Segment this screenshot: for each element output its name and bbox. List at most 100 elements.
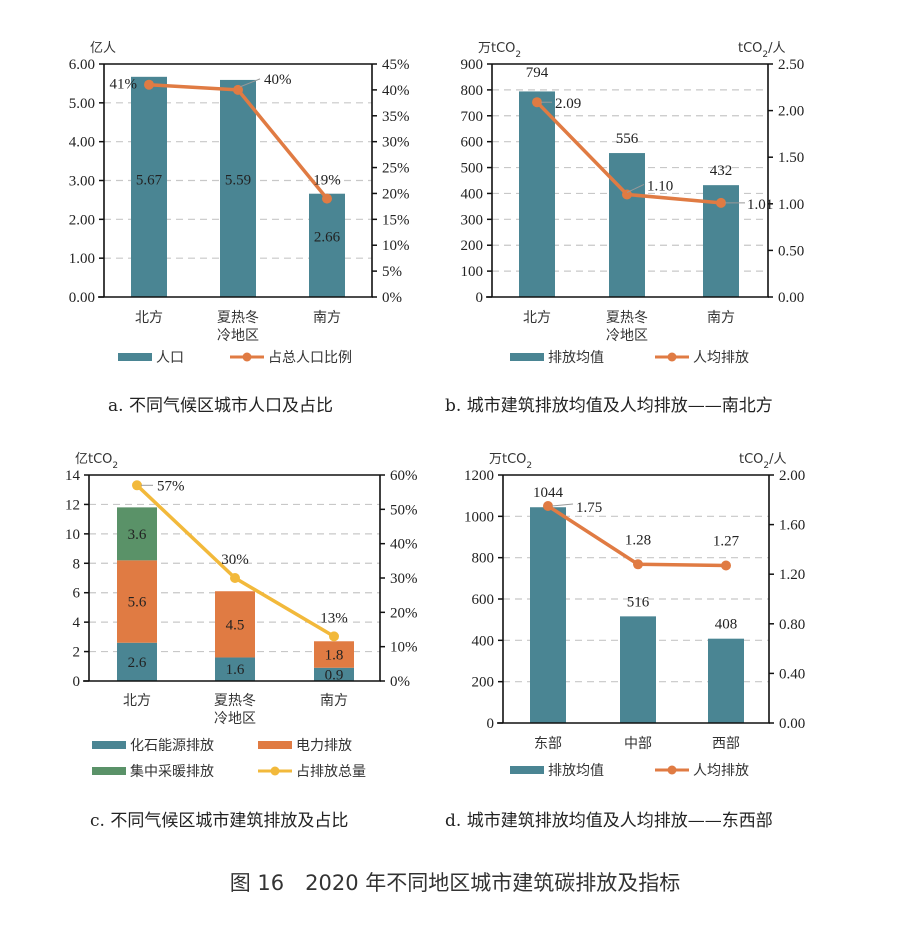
legend-marker bbox=[668, 766, 677, 775]
bar-label: 1044 bbox=[533, 485, 564, 501]
category-label: 夏热冬 bbox=[606, 310, 648, 326]
bar bbox=[708, 639, 744, 723]
right-tick-label: 10% bbox=[390, 640, 418, 656]
right-tick-label: 0.80 bbox=[779, 617, 805, 633]
left-tick-label: 1.00 bbox=[69, 251, 95, 267]
right-tick-label: 60% bbox=[390, 468, 418, 484]
right-tick-label: 1.00 bbox=[778, 197, 804, 213]
right-tick-label: 15% bbox=[382, 212, 410, 228]
line-label: 2.09 bbox=[555, 96, 581, 112]
category-label: 西部 bbox=[712, 736, 740, 752]
category-label: 中部 bbox=[624, 736, 652, 752]
line-point bbox=[144, 80, 154, 90]
chart-d: 0 200 400 600 800 1000 1200 0.00 0.40 0.80 1.20 1.6… bbox=[445, 452, 805, 831]
line-label: 1.75 bbox=[576, 500, 602, 516]
bar-label: 5.59 bbox=[225, 173, 251, 189]
legend-label: 电力排放 bbox=[296, 738, 352, 754]
chart-caption: a. 不同气候区城市人口及占比 bbox=[108, 396, 333, 416]
left-tick-label: 4 bbox=[73, 615, 81, 631]
legend-label: 人均排放 bbox=[693, 763, 749, 779]
bar-label: 432 bbox=[710, 163, 733, 179]
legend-swatch bbox=[118, 353, 152, 361]
right-tick-label: 20% bbox=[382, 186, 410, 202]
left-tick-label: 0 bbox=[73, 674, 81, 690]
legend-swatch bbox=[510, 766, 544, 774]
line-label: 1.10 bbox=[647, 178, 673, 194]
leader-line bbox=[552, 504, 573, 506]
line-label: 13% bbox=[320, 610, 348, 626]
right-tick-label: 0.40 bbox=[779, 666, 805, 682]
right-tick-label: 30% bbox=[390, 571, 418, 587]
left-tick-label: 2 bbox=[73, 645, 81, 661]
data-label: 2.6 bbox=[128, 655, 147, 671]
left-tick-label: 0 bbox=[476, 290, 484, 306]
left-tick-label: 12 bbox=[65, 497, 80, 513]
left-tick-label: 5.00 bbox=[69, 96, 95, 112]
chart-a: 0.00 1.00 2.00 3.00 4.00 5.00 6.00 0% 5% 10% 15% 20… bbox=[69, 41, 410, 416]
left-tick-label: 100 bbox=[461, 264, 484, 280]
legend-label: 化石能源排放 bbox=[130, 738, 214, 754]
right-tick-label: 25% bbox=[382, 161, 410, 177]
line-point bbox=[132, 480, 142, 490]
legend-label: 占排放总量 bbox=[296, 764, 366, 780]
left-tick-label: 200 bbox=[472, 675, 495, 691]
left-tick-label: 400 bbox=[472, 633, 495, 649]
legend-marker bbox=[271, 767, 280, 776]
legend-label: 占总人口比例 bbox=[268, 350, 352, 366]
left-tick-label: 900 bbox=[461, 57, 484, 73]
data-label: 3.6 bbox=[128, 527, 147, 543]
line-label: 30% bbox=[221, 552, 249, 568]
figure-caption: 图 16 2020 年不同地区城市建筑碳排放及指标 bbox=[230, 871, 681, 895]
bar-label: 556 bbox=[616, 131, 639, 147]
right-tick-label: 1.50 bbox=[778, 150, 804, 166]
data-label: 1.8 bbox=[325, 648, 344, 664]
line-label: 57% bbox=[157, 478, 185, 494]
chart-caption: d. 城市建筑排放均值及人均排放——东西部 bbox=[445, 811, 773, 831]
category-label: 冷地区 bbox=[214, 711, 256, 727]
line-label: 19% bbox=[313, 173, 341, 189]
data-label: 1.6 bbox=[226, 662, 245, 678]
line-point bbox=[716, 198, 726, 208]
legend-label: 集中采暖排放 bbox=[130, 763, 214, 780]
right-tick-label: 0.00 bbox=[778, 290, 804, 306]
legend-label: 人口 bbox=[156, 350, 184, 366]
data-label: 5.6 bbox=[128, 595, 147, 611]
right-tick-label: 40% bbox=[382, 83, 410, 99]
left-tick-label: 6 bbox=[73, 586, 81, 602]
line-point bbox=[329, 631, 339, 641]
legend-label: 人均排放 bbox=[693, 350, 749, 366]
left-tick-label: 800 bbox=[472, 551, 495, 567]
category-label: 南方 bbox=[707, 310, 735, 326]
left-tick-label: 200 bbox=[461, 238, 484, 254]
line-point bbox=[322, 194, 332, 204]
left-axis-unit: 亿tCO2 bbox=[75, 452, 118, 471]
right-tick-label: 2.00 bbox=[779, 468, 805, 484]
legend-swatch bbox=[510, 353, 544, 361]
chart-c: 024681012140%10%20%30%40%50%60%亿tCO22.65… bbox=[65, 452, 418, 831]
category-label: 北方 bbox=[523, 310, 551, 326]
left-tick-label: 500 bbox=[461, 161, 484, 177]
right-tick-label: 35% bbox=[382, 109, 410, 125]
line-point bbox=[543, 501, 553, 511]
line-point bbox=[230, 573, 240, 583]
category-label: 南方 bbox=[320, 693, 348, 709]
left-tick-label: 1000 bbox=[464, 509, 494, 525]
left-tick-label: 700 bbox=[461, 109, 484, 125]
left-tick-label: 8 bbox=[73, 556, 81, 572]
left-tick-label: 0 bbox=[487, 716, 495, 732]
bar-label: 516 bbox=[627, 594, 650, 610]
right-tick-label: 0.00 bbox=[779, 716, 805, 732]
bar bbox=[530, 507, 566, 723]
chart-b: 0 100 200 300 400 500 600 700 800 900 0.00 0.50 1.00… bbox=[445, 41, 804, 416]
line-label: 41% bbox=[110, 77, 138, 93]
right-tick-label: 1.20 bbox=[779, 567, 805, 583]
bar bbox=[609, 153, 645, 297]
bar-label: 408 bbox=[715, 617, 738, 633]
left-tick-label: 3.00 bbox=[69, 174, 95, 190]
category-label: 冷地区 bbox=[217, 328, 259, 344]
right-tick-label: 2.00 bbox=[778, 104, 804, 120]
right-tick-label: 40% bbox=[390, 537, 418, 553]
legend-marker bbox=[243, 353, 252, 362]
right-tick-label: 1.60 bbox=[779, 518, 805, 534]
